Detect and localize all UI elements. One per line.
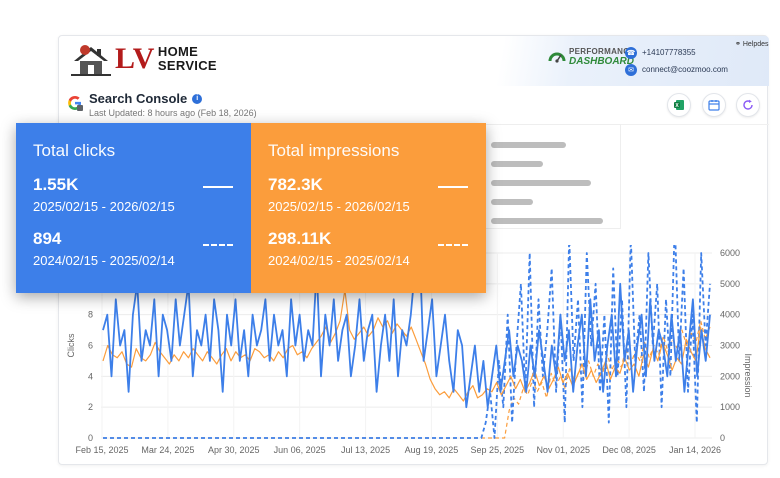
badge-top-text: PERFORMANCE xyxy=(569,47,635,56)
google-g-icon xyxy=(68,96,83,111)
contact-phone[interactable]: +14107778355 xyxy=(642,48,696,57)
contact-phone-row[interactable]: ☎ +14107778355 xyxy=(625,44,728,61)
placeholder-bar xyxy=(491,218,603,224)
clicks-previous-value: 894 xyxy=(33,229,62,248)
page-title: Search Console i xyxy=(89,91,257,106)
x-tick-label: Feb 15, 2025 xyxy=(75,445,128,455)
current-period-legend-line xyxy=(203,186,233,188)
left-tick-label: 2 xyxy=(88,402,93,412)
placeholder-bar xyxy=(491,142,566,148)
x-tick-label: Sep 25, 2025 xyxy=(471,445,525,455)
total-clicks-card[interactable]: Total clicks 1.55K 2025/02/15 - 2026/02/… xyxy=(16,123,251,293)
x-tick-label: Nov 01, 2025 xyxy=(536,445,590,455)
right-tick-label: 2000 xyxy=(720,371,740,381)
right-tick-label: 3000 xyxy=(720,341,740,351)
right-tick-label: 6000 xyxy=(720,248,740,258)
logo-line-2: SERVICE xyxy=(157,58,217,73)
impressions-current-range: 2025/02/15 - 2026/02/15 xyxy=(268,199,410,214)
logo-wordmark: HOME SERVICE xyxy=(158,45,217,73)
refresh-button[interactable] xyxy=(736,93,760,117)
previous-period-legend-line xyxy=(203,244,233,246)
brand-logo: LV HOME SERVICE xyxy=(71,41,217,77)
x-tick-label: Mar 24, 2025 xyxy=(141,445,194,455)
x-tick-label: Jan 14, 2026 xyxy=(669,445,721,455)
refresh-icon xyxy=(743,99,753,110)
excel-icon: X xyxy=(674,100,684,110)
clicks-title: Total clicks xyxy=(33,141,116,160)
export-excel-button[interactable]: X xyxy=(667,93,691,117)
clicks-previous-range: 2024/02/15 - 2025/02/14 xyxy=(33,253,175,268)
contact-info: ☎ +14107778355 ✉ connect@coozmoo.com xyxy=(625,44,728,78)
impressions-current-value: 782.3K xyxy=(268,175,323,194)
impressions-title: Total impressions xyxy=(268,141,400,160)
left-axis-label: Clicks xyxy=(66,333,76,357)
calendar-icon xyxy=(708,100,720,111)
right-tick-label: 5000 xyxy=(720,279,740,289)
x-tick-label: Dec 08, 2025 xyxy=(602,445,656,455)
phone-icon: ☎ xyxy=(625,46,637,59)
contact-email[interactable]: connect@coozmoo.com xyxy=(642,65,728,74)
logo-initials: LV xyxy=(115,42,155,75)
performance-dashboard-badge: PERFORMANCE DASHBOARD xyxy=(547,47,635,67)
last-updated: Last Updated: 8 hours ago (Feb 18, 2026) xyxy=(89,108,257,118)
previous-period-legend-line xyxy=(438,244,468,246)
helpdesk-link[interactable]: ⚭ Helpdes xyxy=(735,40,769,49)
info-icon[interactable]: i xyxy=(192,93,203,104)
page-title-text: Search Console xyxy=(89,91,188,106)
helpdesk-label[interactable]: Helpdes xyxy=(742,40,769,48)
placeholder-bar xyxy=(491,180,591,186)
contact-email-row[interactable]: ✉ connect@coozmoo.com xyxy=(625,61,728,78)
clicks-current-range: 2025/02/15 - 2026/02/15 xyxy=(33,199,175,214)
current-impressions-series-line xyxy=(102,289,711,402)
loading-placeholder xyxy=(483,124,621,229)
clicks-current-value: 1.55K xyxy=(33,175,79,194)
house-icon xyxy=(71,45,111,76)
left-tick-label: 6 xyxy=(88,341,93,351)
logo-line-1: HOME xyxy=(157,44,199,59)
performance-gauge-icon xyxy=(548,52,566,63)
date-range-button[interactable] xyxy=(702,93,726,117)
impressions-previous-range: 2024/02/15 - 2025/02/14 xyxy=(268,253,410,268)
svg-text:X: X xyxy=(675,103,679,109)
placeholder-bar xyxy=(491,199,533,205)
badge-bottom-text: DASHBOARD xyxy=(569,56,634,67)
previous-clicks-series-line xyxy=(103,245,711,439)
brand-header xyxy=(59,36,769,86)
x-tick-label: Aug 19, 2025 xyxy=(405,445,459,455)
placeholder-bar xyxy=(491,161,543,167)
left-tick-label: 8 xyxy=(88,310,93,320)
right-axis-label: Impression xyxy=(743,353,753,397)
x-tick-label: Jul 13, 2025 xyxy=(341,445,390,455)
impressions-previous-value: 298.11K xyxy=(268,229,332,248)
left-tick-label: 0 xyxy=(88,433,93,443)
headset-icon: ⚭ xyxy=(735,41,741,48)
right-tick-label: 1000 xyxy=(720,402,740,412)
total-impressions-card[interactable]: Total impressions 782.3K 2025/02/15 - 20… xyxy=(251,123,486,293)
right-tick-label: 4000 xyxy=(720,310,740,320)
x-tick-label: Apr 30, 2025 xyxy=(208,445,260,455)
email-icon: ✉ xyxy=(625,63,637,76)
current-period-legend-line xyxy=(438,186,468,188)
left-tick-label: 4 xyxy=(88,371,93,381)
current-clicks-series-line xyxy=(102,245,711,409)
x-tick-label: Jun 06, 2025 xyxy=(274,445,326,455)
page-header: Search Console i Last Updated: 8 hours a… xyxy=(67,91,257,118)
right-tick-label: 0 xyxy=(720,433,725,443)
stats-panel: Total clicks 1.55K 2025/02/15 - 2026/02/… xyxy=(16,123,486,293)
